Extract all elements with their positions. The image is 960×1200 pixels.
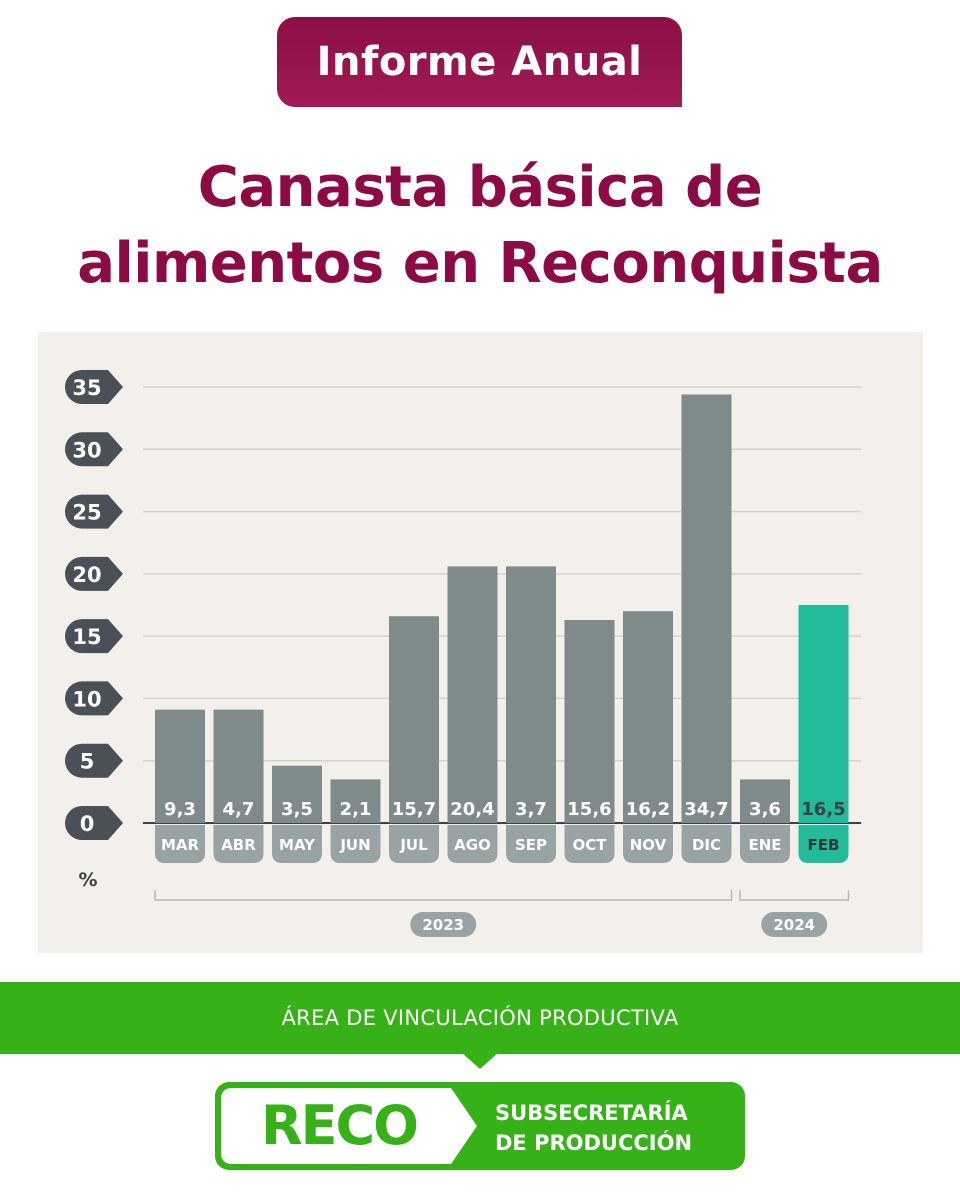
- bar: [623, 611, 673, 823]
- data-label: 34,7: [684, 799, 728, 820]
- reco-logo-block: RECO SUBSECRETARÍA DE PRODUCCIÓN: [215, 1082, 745, 1170]
- report-badge-label: Informe Anual: [316, 39, 643, 85]
- data-label: 15,6: [567, 799, 611, 820]
- year-bracket: [154, 890, 733, 901]
- bar: [272, 765, 322, 823]
- month-tag: [798, 825, 849, 863]
- y-tick-badge: [65, 619, 123, 654]
- y-tick-badge: [65, 432, 123, 467]
- month-tag: [389, 825, 439, 863]
- year-label: 2023: [422, 916, 464, 934]
- x-tick-label: OCT: [573, 836, 608, 854]
- bar: [681, 394, 732, 823]
- x-tick-label: DIC: [692, 836, 721, 854]
- y-tick-badge: [65, 743, 123, 778]
- data-label: 16,2: [626, 799, 670, 820]
- reco-logo: RECO: [261, 1094, 419, 1157]
- y-tick-badge: [65, 556, 123, 591]
- data-label: 9,3: [164, 799, 196, 820]
- bar: [740, 779, 790, 823]
- page-title-line1: Canasta básica de: [197, 155, 763, 220]
- data-label: 3,6: [749, 799, 781, 820]
- x-tick-label: ENE: [748, 836, 781, 854]
- y-tick-badge: [65, 370, 123, 404]
- reco-logo-panel: RECO: [221, 1088, 451, 1164]
- year-badge: [410, 912, 477, 937]
- month-tag: [447, 825, 498, 863]
- bar: [798, 605, 849, 823]
- data-label: 3,5: [281, 799, 313, 820]
- month-tag: [740, 825, 790, 863]
- bar: [506, 566, 556, 823]
- bar: [330, 779, 381, 823]
- x-tick-label: MAR: [161, 836, 200, 854]
- subsecretaria-line2: DE PRODUCCIÓN: [495, 1131, 693, 1155]
- bar: [213, 709, 264, 823]
- data-label: 2,1: [340, 799, 372, 820]
- y-tick-label: 20: [72, 563, 101, 587]
- bar: [447, 566, 498, 823]
- month-tag: [330, 825, 381, 863]
- y-tick-label: 25: [72, 501, 101, 525]
- x-tick-label: ABR: [221, 836, 256, 854]
- subsecretaria-line1: SUBSECRETARÍA: [495, 1101, 688, 1125]
- y-tick-badge: [65, 681, 123, 716]
- report-badge: Informe Anual: [277, 17, 682, 107]
- x-tick-label: MAY: [279, 836, 316, 854]
- page-title: Canasta básica de alimentos en Reconquis…: [0, 150, 960, 302]
- year-label: 2024: [773, 916, 815, 934]
- year-badge: [761, 912, 828, 937]
- subsecretaria-label: SUBSECRETARÍA DE PRODUCCIÓN: [495, 1098, 735, 1158]
- data-label: 15,7: [392, 799, 436, 820]
- data-label: 3,7: [515, 799, 547, 820]
- data-label: 16,5: [801, 799, 845, 820]
- month-tag: [564, 825, 615, 863]
- y-tick-badge: [65, 806, 123, 840]
- banner-notch: [462, 1053, 498, 1069]
- area-banner-label: ÁREA DE VINCULACIÓN PRODUCTIVA: [281, 1006, 679, 1030]
- y-tick-label: 5: [80, 750, 95, 774]
- x-tick-label: AGO: [454, 836, 491, 854]
- data-label: 4,7: [223, 799, 255, 820]
- page-title-line2: alimentos en Reconquista: [77, 231, 883, 296]
- month-tag: [213, 825, 264, 863]
- bar: [564, 619, 615, 823]
- y-tick-label: 35: [72, 376, 101, 400]
- x-tick-label: NOV: [630, 836, 667, 854]
- y-tick-label: 15: [72, 625, 101, 649]
- month-tag: [155, 825, 205, 863]
- bar-chart: 0 5 10 15 20 25 30 35% 9,3 MAR 4,7 ABR 3,5 MAY 2,1 JUN 1…: [65, 370, 861, 937]
- x-tick-label: FEB: [808, 836, 840, 854]
- x-tick-label: SEP: [515, 836, 547, 854]
- logo-arrow-shape: [451, 1088, 477, 1164]
- y-axis-label: %: [78, 869, 97, 891]
- bar: [155, 709, 205, 823]
- month-tag: [506, 825, 556, 863]
- y-tick-label: 30: [72, 438, 101, 462]
- y-tick-badge: [65, 494, 123, 529]
- area-banner: ÁREA DE VINCULACIÓN PRODUCTIVA: [0, 982, 960, 1054]
- year-bracket: [739, 890, 850, 901]
- month-tag: [681, 825, 732, 863]
- data-label: 20,4: [450, 799, 494, 820]
- x-tick-label: JUL: [399, 836, 428, 854]
- y-tick-label: 0: [80, 812, 95, 836]
- month-tag: [623, 825, 673, 863]
- chart-panel: 0 5 10 15 20 25 30 35% 9,3 MAR 4,7 ABR 3,5 MAY 2,1 JUN 1…: [38, 332, 923, 953]
- month-tag: [272, 825, 322, 863]
- y-tick-label: 10: [72, 687, 101, 711]
- x-tick-label: JUN: [339, 836, 370, 854]
- bar: [389, 616, 439, 823]
